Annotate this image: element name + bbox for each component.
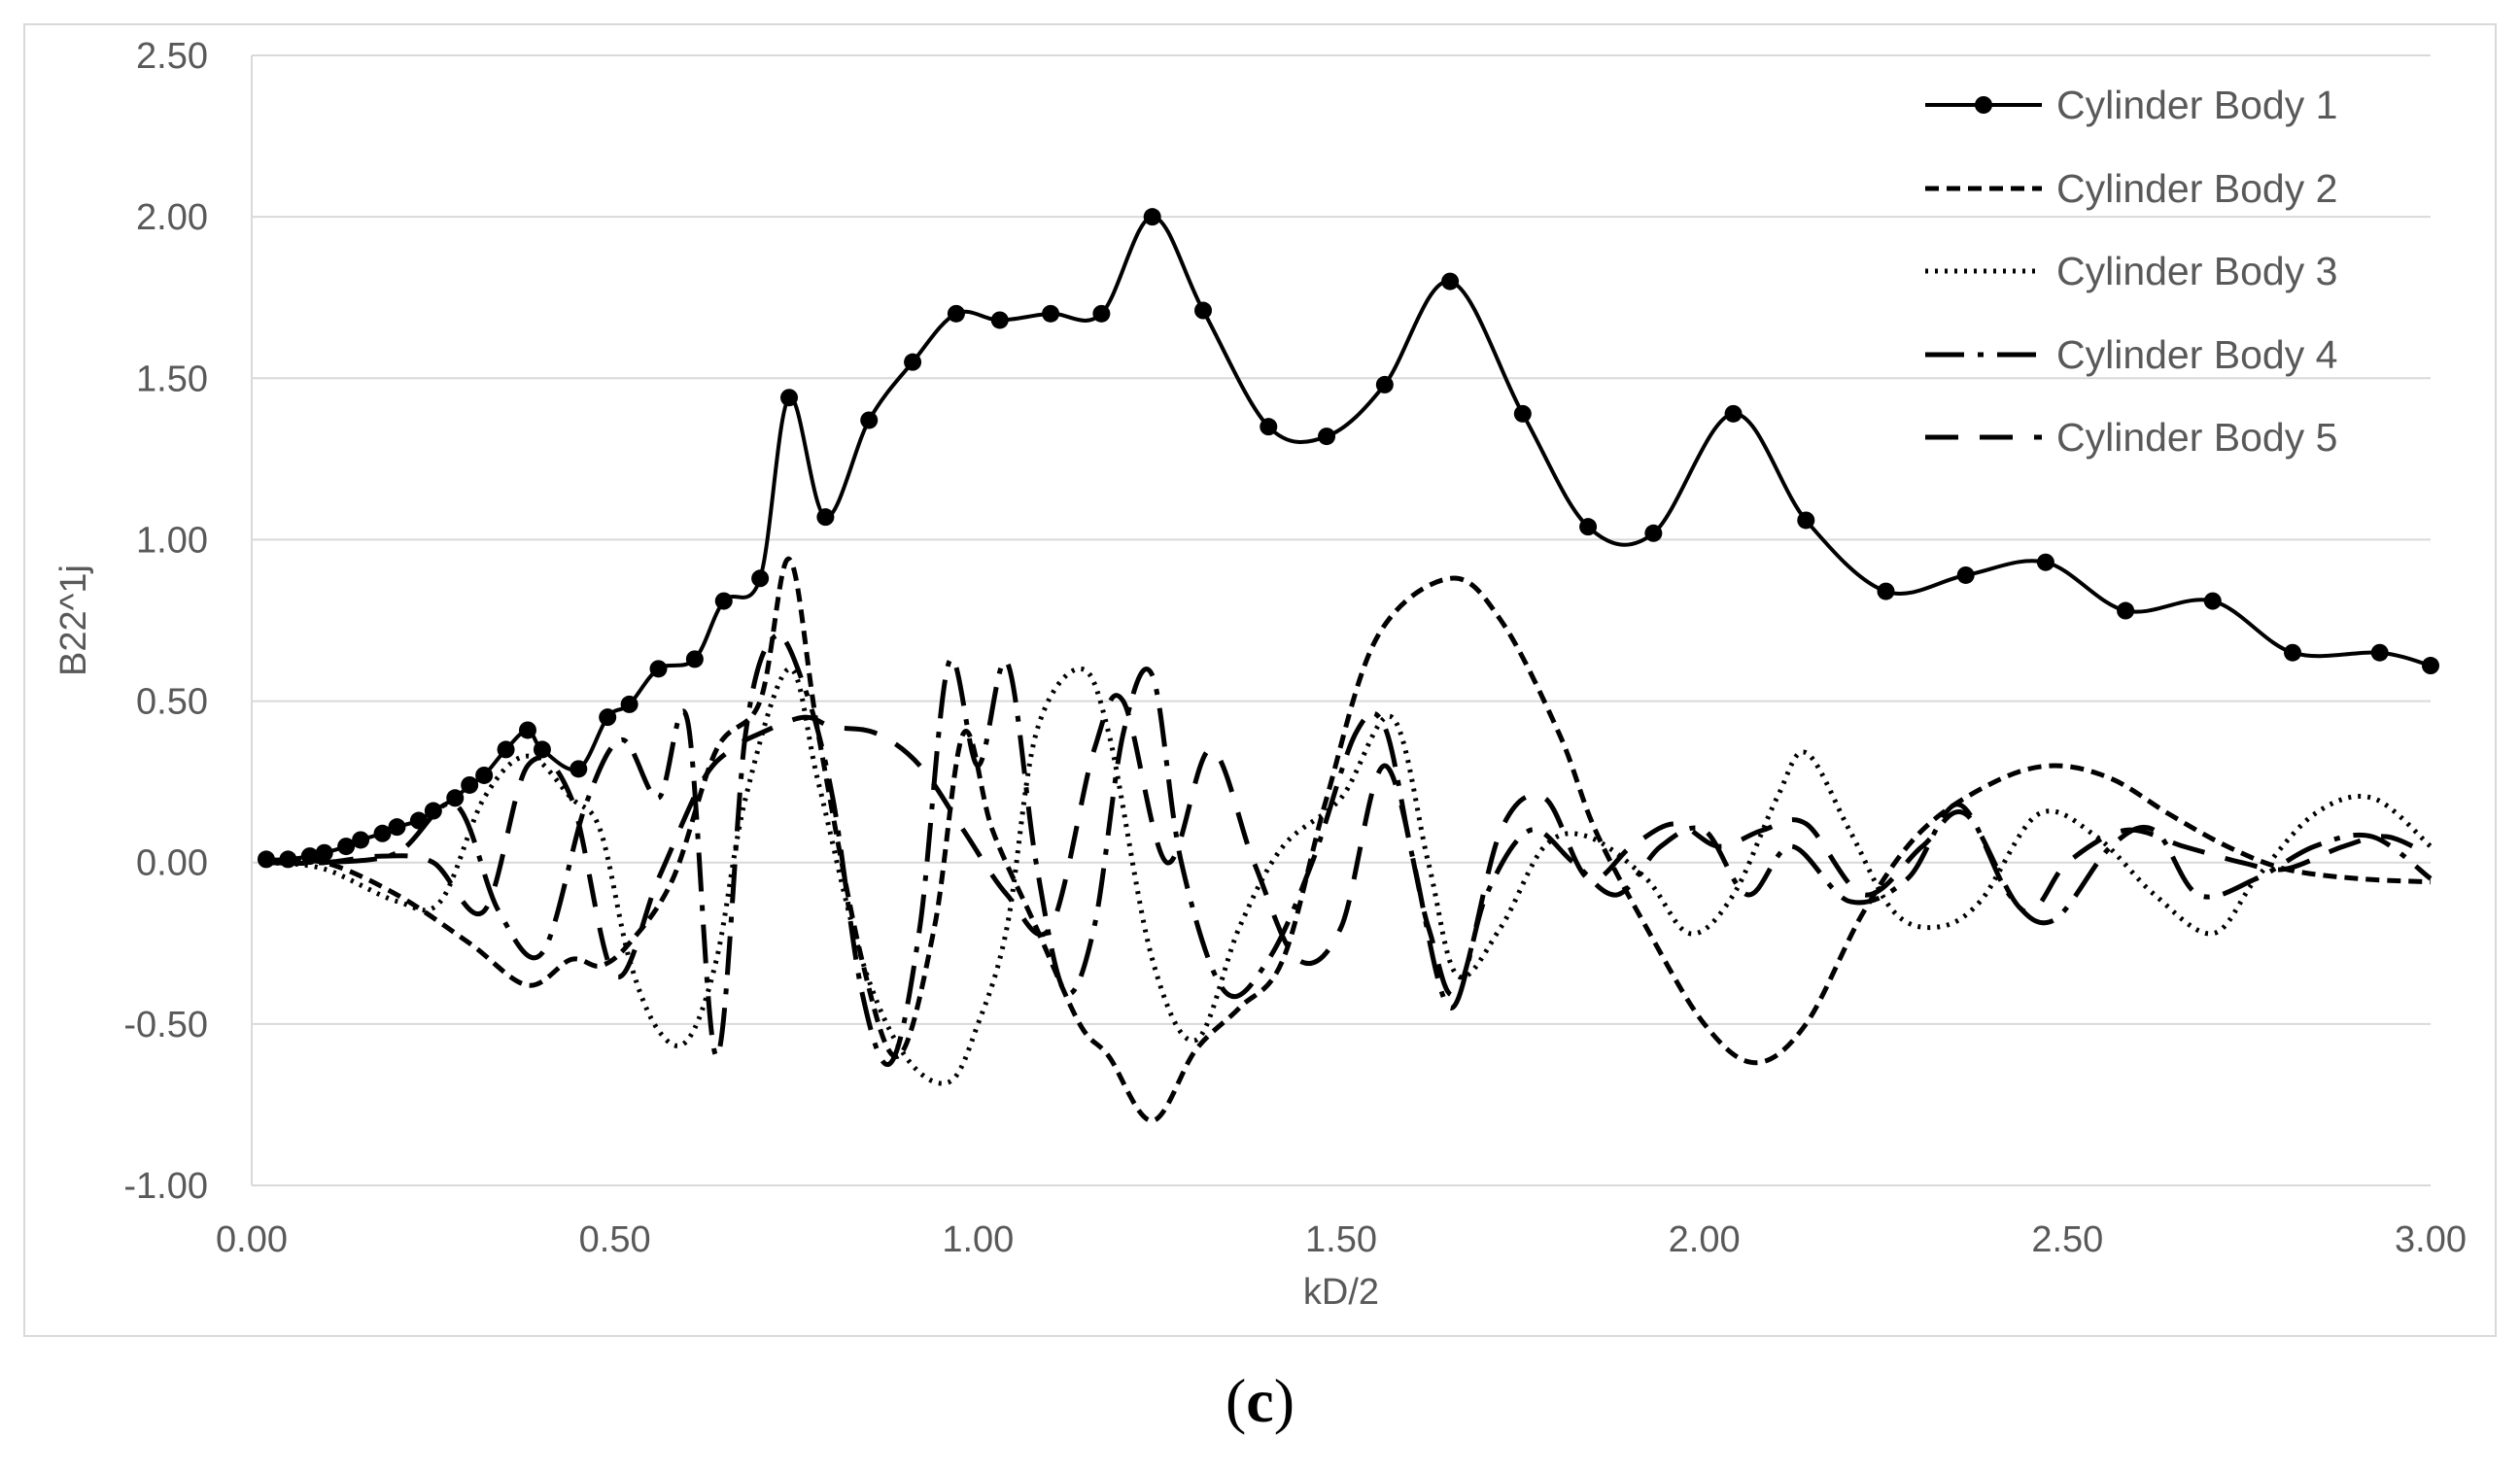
- series-1-marker: [300, 847, 319, 866]
- legend-marker-1: [1975, 96, 1992, 114]
- x-axis-title: kD/2: [1303, 1272, 1379, 1313]
- series-1-marker: [337, 838, 356, 856]
- series-1-marker: [2036, 553, 2054, 571]
- series-1-marker: [685, 650, 704, 668]
- series-1-marker: [1092, 304, 1111, 323]
- x-tick-label: 1.50: [1305, 1219, 1377, 1260]
- series-1-marker: [315, 843, 333, 862]
- series-1-marker: [1797, 511, 1815, 530]
- series-line-2: [265, 556, 2432, 1123]
- series-1-marker: [533, 740, 551, 759]
- series-1-marker: [1194, 301, 1213, 320]
- series-1-marker: [1260, 418, 1278, 436]
- series-line-5: [265, 693, 2433, 998]
- series-1-marker: [714, 592, 733, 610]
- series-1-marker: [990, 311, 1009, 329]
- chart-frame: -1.00 -0.50 0.00 0.50 1.00 1.50 2.00 2.50 0.00 0.…: [23, 23, 2497, 1337]
- x-tick-label: 0.50: [579, 1219, 651, 1260]
- series-1-marker: [1877, 582, 1895, 600]
- x-tick-label: 3.00: [2395, 1219, 2467, 1260]
- line-chart: -1.00 -0.50 0.00 0.50 1.00 1.50 2.00 2.50 0.00 0.…: [53, 36, 2467, 1313]
- x-tick-label: 1.00: [942, 1219, 1014, 1260]
- x-tick-label: 0.00: [216, 1219, 288, 1260]
- series-1-marker: [1579, 518, 1598, 536]
- series-1-marker: [2117, 601, 2135, 620]
- series-1-marker: [388, 818, 406, 837]
- series-1-marker: [446, 789, 465, 807]
- y-tick-label: 2.50: [136, 36, 208, 77]
- y-tick-label: 2.00: [136, 197, 208, 238]
- y-tick-label: 1.00: [136, 520, 208, 561]
- series-1-marker: [475, 766, 494, 784]
- x-tick-label: 2.00: [1669, 1219, 1741, 1260]
- series-1-marker: [2370, 643, 2389, 662]
- series-1-marker: [947, 304, 965, 323]
- series-1-marker: [518, 721, 536, 739]
- series-1-marker: [1143, 208, 1161, 226]
- series-1-marker: [904, 353, 922, 371]
- y-tick-label: 1.50: [136, 359, 208, 399]
- caption-close-paren: ): [1273, 1366, 1295, 1435]
- series-1-marker: [461, 775, 479, 794]
- caption-letter: c: [1246, 1366, 1274, 1435]
- legend-label-4: Cylinder Body 4: [2056, 332, 2337, 377]
- y-tick-label: 0.00: [136, 843, 208, 884]
- legend-label-5: Cylinder Body 5: [2056, 415, 2337, 460]
- series-1-marker: [620, 695, 639, 713]
- series-1-marker: [599, 708, 617, 727]
- series-1-marker: [424, 802, 442, 820]
- series-1-marker: [2284, 643, 2302, 662]
- series-1-marker: [352, 831, 370, 849]
- series-1-marker: [373, 824, 392, 842]
- series-1-marker: [1375, 375, 1394, 394]
- series-1-marker: [860, 411, 879, 429]
- y-tick-label: -1.00: [123, 1166, 208, 1207]
- series-1-marker: [279, 850, 297, 869]
- series-1-marker: [751, 569, 770, 588]
- series-1-marker: [257, 850, 275, 869]
- series-1-marker: [2203, 592, 2222, 610]
- legend-label-1: Cylinder Body 1: [2056, 83, 2337, 127]
- figure-caption: (c): [0, 1365, 2520, 1437]
- series-1-marker: [570, 760, 588, 778]
- series-1-marker: [1956, 565, 1975, 584]
- series-1-marker: [1441, 272, 1460, 291]
- series-1-marker: [1513, 404, 1532, 423]
- series-1-marker: [497, 740, 515, 759]
- series-1-marker: [649, 660, 668, 678]
- series-1-marker: [409, 811, 428, 830]
- series-1-marker: [1318, 428, 1336, 446]
- legend-label-3: Cylinder Body 3: [2056, 249, 2337, 293]
- caption-open-paren: (: [1225, 1366, 1247, 1435]
- series-1-marker: [1724, 404, 1743, 423]
- series-1-marker: [1042, 304, 1060, 323]
- y-tick-label: -0.50: [123, 1005, 208, 1045]
- x-tick-label: 2.50: [2031, 1219, 2103, 1260]
- series-1-marker: [780, 389, 799, 407]
- legend-label-2: Cylinder Body 2: [2056, 166, 2337, 211]
- series-1-marker: [816, 508, 835, 527]
- series-1-marker: [1644, 524, 1663, 542]
- series-line-4: [265, 633, 2433, 1068]
- series-line-1: [265, 215, 2432, 862]
- y-axis-title: B22^1j: [53, 565, 94, 676]
- y-tick-label: 0.50: [136, 682, 208, 723]
- series-1-marker: [2422, 657, 2439, 675]
